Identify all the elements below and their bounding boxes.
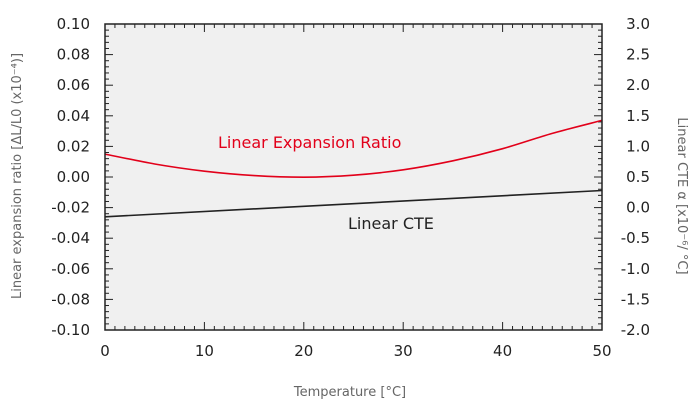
plot-frame [104,23,603,331]
series-label-linear-cte: Linear CTE [348,214,434,233]
series-line-0 [104,119,603,179]
y-left-axis-title: Linear expansion ratio [ΔL/L0 (x10⁻⁴)] [10,53,25,299]
y-left-tick-label: 0.00 [57,168,90,186]
x-tick-label: 50 [592,342,611,360]
y-right-tick-label: 1.5 [626,107,650,125]
y-left-tick-label: -0.02 [51,199,90,217]
x-tick-label: 40 [493,342,512,360]
series-line-1 [104,189,603,218]
plot-area [105,24,602,330]
y-right-tick-label: 2.5 [626,46,650,64]
y-left-tick-label: -0.10 [51,321,90,339]
y-left-tick-label: 0.06 [57,76,90,94]
y-left-tick-label: 0.04 [57,107,90,125]
y-right-tick-label: 0.0 [626,199,650,217]
x-tick-label: 20 [294,342,313,360]
y-right-tick-label: 2.0 [626,76,650,94]
y-left-tick-label: 0.08 [57,46,90,64]
series-layer [104,119,603,218]
series-label-linear-expansion-ratio: Linear Expansion Ratio [218,133,401,152]
x-tick-label: 30 [394,342,413,360]
y-right-tick-label: -1.0 [621,260,650,278]
y-right-tick-label: 0.5 [626,168,650,186]
x-axis-title: Temperature [°C] [293,385,406,400]
y-right-axis-title: Linear CTE α [x10⁻⁶/ °C] [674,117,689,274]
y-left-tick-label: -0.08 [51,290,90,308]
y-right-tick-label: 3.0 [626,15,650,33]
tick-labels: 0 10 20 30 40 50 0.10 0.08 0.06 0.04 0.02 0.00 -0.02… [51,15,650,360]
x-tick-label: 0 [100,342,110,360]
y-right-tick-label: 1.0 [626,137,650,155]
y-right-tick-label: -0.5 [621,229,650,247]
y-left-tick-label: -0.06 [51,260,90,278]
y-right-tick-label: -2.0 [621,321,650,339]
x-tick-label: 10 [195,342,214,360]
y-left-tick-label: 0.02 [57,137,90,155]
y-right-tick-label: -1.5 [621,290,650,308]
y-left-tick-label: -0.04 [51,229,90,247]
y-left-tick-label: 0.10 [57,15,90,33]
